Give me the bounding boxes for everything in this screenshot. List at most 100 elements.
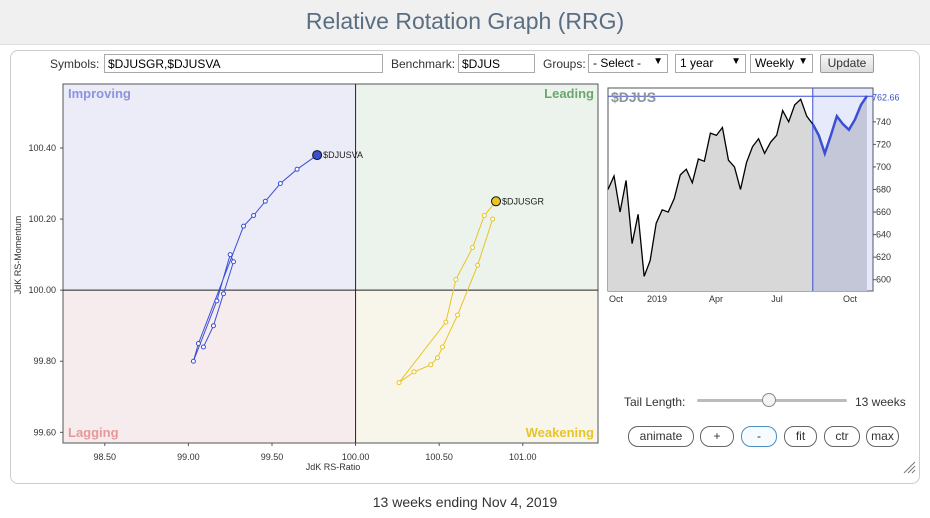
mini-x-tick-label: 2019: [647, 294, 667, 304]
symbols-label: Symbols:: [50, 57, 100, 71]
page-title: Relative Rotation Graph (RRG): [305, 8, 625, 34]
mini-y-tick-label: 680: [876, 185, 891, 195]
groups-select-value: - Select -: [593, 56, 642, 70]
mini-y-tick-label: 640: [876, 230, 891, 240]
tail-point-djusgr: [396, 380, 402, 386]
series-label-djusgr: $DJUSGR: [502, 196, 545, 206]
update-button[interactable]: Update: [820, 54, 874, 73]
max-button[interactable]: max: [866, 426, 899, 447]
tail-line-djusva: [192, 154, 318, 362]
series-label-djusva: $DJUSVA: [323, 150, 363, 160]
symbols-input[interactable]: [104, 54, 383, 73]
x-tick-label: 101.00: [509, 452, 537, 462]
tail-point-djusgr: [411, 369, 417, 375]
x-tick-label: 100.50: [425, 452, 453, 462]
y-tick-label: 100.40: [28, 143, 56, 153]
tail-point-djusgr: [440, 344, 446, 350]
tail-point-djusgr: [470, 245, 476, 251]
quadrant-improving: [63, 84, 356, 291]
title-bar: Relative Rotation Graph (RRG): [0, 0, 930, 45]
head-point-djusgr[interactable]: [491, 196, 502, 207]
tail-point-djusva: [294, 166, 300, 172]
tail-point-djusgr: [475, 262, 481, 268]
x-tick-label: 100.00: [342, 452, 370, 462]
x-axis-label: JdK RS-Ratio: [306, 462, 361, 472]
tail-point-djusva: [231, 259, 237, 265]
tail-point-djusva: [227, 252, 233, 258]
groups-select[interactable]: - Select - ▼: [588, 54, 668, 73]
tail-length-value: 13 weeks: [855, 395, 906, 409]
frequency-select-value: Weekly: [755, 56, 795, 70]
mini-x-tick-label: Apr: [709, 294, 723, 304]
tail-point-djusva: [195, 340, 201, 346]
footer-caption: 13 weeks ending Nov 4, 2019: [372, 494, 558, 510]
center-button[interactable]: ctr: [824, 426, 860, 447]
y-axis-label: JdK RS-Momentum: [13, 216, 23, 295]
tail-point-djusgr: [428, 362, 434, 368]
mini-x-tick-label: Oct: [609, 294, 624, 304]
fit-button[interactable]: fit: [784, 426, 817, 447]
tail-point-djusgr: [455, 312, 461, 318]
triangle-down-icon: ▼: [653, 56, 663, 67]
mini-y-tick-label: 620: [876, 252, 891, 262]
rrg-plot-border: [62, 83, 599, 444]
x-tick-label: 99.00: [177, 452, 200, 462]
tail-point-djusgr: [481, 213, 487, 219]
benchmark-label: Benchmark:: [391, 57, 456, 71]
quadrant-weakening: [355, 290, 598, 443]
y-tick-label: 100.00: [28, 285, 56, 295]
mini-recent-line: [811, 95, 869, 158]
zoom-out-button[interactable]: -: [741, 426, 777, 447]
tail-point-djusgr: [435, 355, 440, 361]
quadrant-leading: [355, 84, 598, 291]
mini-area-fill: [608, 95, 867, 292]
head-point-djusva[interactable]: [312, 150, 323, 161]
tail-length-label: Tail Length:: [624, 395, 686, 409]
tail-length-slider-handle[interactable]: [762, 393, 776, 407]
mini-y-tick-label: 740: [876, 117, 891, 127]
benchmark-mini-chart: 762.66 $DJUS 740 720 700 680 660 640 620 600 Oct 20…: [607, 87, 900, 304]
tail-point-djusva: [200, 344, 206, 350]
quadrant-label-lagging: Lagging: [68, 425, 119, 440]
quadrant-lagging: [63, 290, 356, 443]
period-select[interactable]: 1 year ▼: [675, 54, 746, 73]
frequency-select[interactable]: Weekly ▼: [750, 54, 813, 73]
y-tick-label: 99.60: [33, 427, 56, 437]
tail-point-djusgr: [490, 216, 496, 222]
quadrant-label-leading: Leading: [544, 86, 594, 101]
mini-tail-window: [812, 88, 873, 291]
mini-y-tick-label: 700: [876, 162, 891, 172]
tail-point-djusva: [214, 298, 220, 304]
triangle-down-icon: ▼: [731, 56, 741, 67]
mini-x-tick-label: Jul: [771, 294, 783, 304]
resize-grip-icon[interactable]: [902, 460, 916, 474]
y-tick-label: 100.20: [28, 214, 56, 224]
mini-chart-title: $DJUS: [611, 89, 656, 105]
triangle-down-icon: ▼: [798, 56, 808, 67]
tail-point-djusgr: [443, 319, 449, 325]
tail-point-djusva: [190, 358, 196, 364]
tail-point-djusva: [251, 213, 257, 219]
quadrant-label-weakening: Weakening: [526, 425, 594, 440]
tail-point-djusgr: [453, 276, 459, 282]
mini-y-tick-label: 600: [876, 275, 891, 285]
tail-point-djusva: [221, 291, 226, 297]
tail-point-djusva: [262, 198, 268, 204]
mini-y-tick-label: 720: [876, 139, 891, 149]
mini-y-tick-label: 660: [876, 207, 891, 217]
period-select-value: 1 year: [680, 56, 714, 70]
tail-point-djusva: [277, 181, 283, 187]
tail-point-djusva: [210, 323, 216, 329]
y-tick-label: 99.80: [33, 356, 56, 366]
zoom-in-button[interactable]: +: [700, 426, 734, 447]
mini-history-line: [607, 98, 814, 277]
groups-label: Groups:: [543, 57, 586, 71]
quadrant-label-improving: Improving: [68, 86, 131, 101]
mini-x-tick-label: Oct: [843, 294, 858, 304]
animate-button[interactable]: animate: [628, 426, 694, 447]
x-tick-label: 98.50: [94, 452, 117, 462]
benchmark-input[interactable]: [458, 54, 535, 73]
tail-point-djusva: [241, 223, 247, 229]
mini-last-value-label: 762.66: [872, 92, 900, 102]
